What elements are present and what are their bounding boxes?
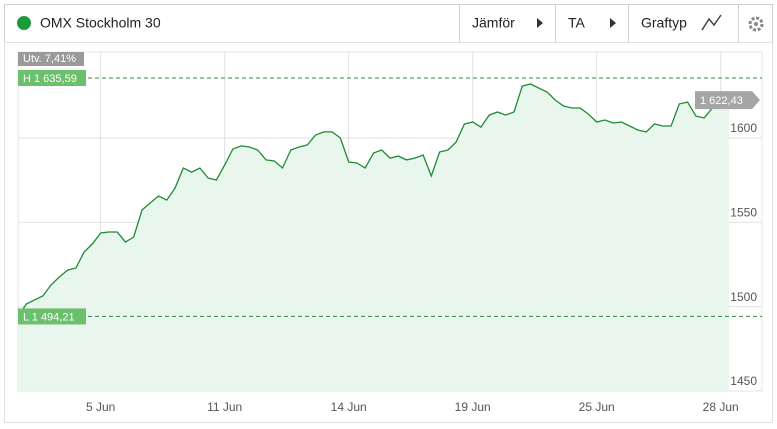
gear[interactable]: [748, 16, 764, 32]
y-tick-label: 1500: [730, 290, 757, 304]
low-label: L 1 494,21: [23, 311, 75, 323]
change-label: Utv. 7,41%: [23, 53, 76, 65]
chart-frame: [4, 42, 773, 423]
gear-hub[interactable]: [754, 22, 758, 26]
low-badge: [18, 308, 86, 325]
compare-button[interactable]: Jämför: [472, 15, 515, 31]
line: [17, 83, 729, 317]
last-label: 1 622,43: [700, 95, 743, 107]
chart-type-icon[interactable]: [701, 14, 722, 31]
x-tick-label: 19 Jun: [455, 400, 491, 414]
x-tick-label: 28 Jun: [703, 400, 739, 414]
menu-arrow[interactable]: [537, 18, 543, 28]
menu-arrow[interactable]: [610, 18, 616, 28]
status-dot: [17, 16, 31, 30]
change-badge: [18, 52, 84, 66]
ta-button[interactable]: TA: [568, 15, 586, 31]
last-badge: [695, 91, 760, 110]
x-tick-label: 11 Jun: [207, 400, 242, 414]
high-label: H 1 635,59: [23, 73, 77, 85]
x-tick-label: 25 Jun: [579, 400, 615, 414]
area: [18, 84, 729, 391]
settings-icon[interactable]: [748, 16, 764, 32]
y-tick-label: 1450: [730, 374, 757, 388]
toolbar: [4, 4, 773, 43]
x-tick-label: 14 Jun: [331, 400, 367, 414]
chart-type-button[interactable]: Graftyp: [641, 15, 687, 31]
x-tick-label: 5 Jun: [86, 400, 115, 414]
plot: 1450 1500 1550 1600 5 Jun 11 Jun 14 Jun 19 Jun 2…: [17, 52, 762, 414]
chart-title: OMX Stockholm 30: [40, 15, 161, 31]
y-tick-label: 1600: [730, 121, 757, 135]
y-tick-label: 1550: [730, 206, 757, 220]
high-badge: [18, 69, 86, 86]
